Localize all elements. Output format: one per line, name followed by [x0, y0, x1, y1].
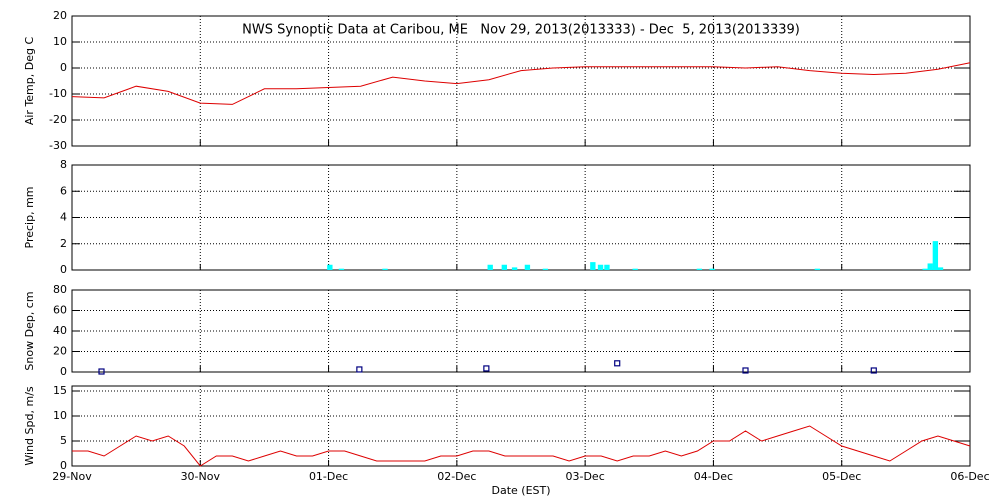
plot-frame — [71, 289, 971, 373]
x-tick-label: 01-Dec — [309, 470, 348, 483]
bar — [338, 268, 345, 270]
y-tick-label: 0 — [60, 365, 67, 378]
plot-frame — [71, 164, 971, 271]
y-tick-label: 6 — [60, 184, 67, 197]
bar — [501, 264, 507, 270]
plot-frame — [71, 385, 971, 467]
y-tick-label: 2 — [60, 237, 67, 250]
y-tick-label: 0 — [60, 263, 67, 276]
bar — [382, 268, 388, 270]
point — [98, 368, 105, 375]
x-tick-label: 03-Dec — [566, 470, 605, 483]
y-tick-label: -20 — [49, 113, 67, 126]
data-line — [72, 425, 971, 467]
y-axis-label: Precip, mm — [23, 187, 36, 249]
x-tick-label: 02-Dec — [437, 470, 476, 483]
bar — [937, 267, 944, 270]
bar — [542, 268, 549, 270]
y-tick-label: 10 — [53, 35, 67, 48]
point — [870, 367, 877, 374]
y-tick-label: 15 — [53, 384, 67, 397]
y-tick-label: 40 — [53, 324, 67, 337]
bar — [604, 264, 610, 270]
bar — [632, 268, 638, 270]
bar — [709, 268, 715, 270]
y-tick-label: 5 — [60, 434, 67, 447]
y-tick-label: -30 — [49, 139, 67, 152]
y-tick-label: 80 — [53, 283, 67, 296]
bar — [927, 263, 933, 270]
y-tick-label: 10 — [53, 409, 67, 422]
y-tick-label: 0 — [60, 61, 67, 74]
bar — [590, 262, 596, 270]
bar — [814, 268, 821, 270]
bar — [597, 264, 604, 270]
y-tick-label: 4 — [60, 211, 67, 224]
bar — [487, 264, 493, 270]
x-axis-label: Date (EST) — [491, 484, 550, 497]
data-line — [71, 62, 971, 105]
x-tick-label: 04-Dec — [694, 470, 733, 483]
y-axis-label: Wind Spd, m/s — [23, 386, 36, 466]
y-tick-label: 8 — [60, 158, 67, 171]
x-tick-label: 06-Dec — [950, 470, 989, 483]
point — [356, 366, 363, 373]
y-tick-label: 20 — [53, 345, 67, 358]
bar — [524, 264, 531, 270]
bar — [932, 241, 939, 270]
bar — [511, 267, 518, 270]
y-axis-label: Air Temp, Deg C — [23, 37, 36, 126]
x-tick-label: 29-Nov — [52, 470, 92, 483]
chart-title: NWS Synoptic Data at Caribou, ME Nov 29,… — [242, 23, 800, 38]
x-tick-label: 30-Nov — [181, 470, 221, 483]
y-axis-label: Snow Dep, cm — [23, 291, 36, 370]
y-tick-label: 0 — [60, 459, 67, 472]
plot-frame — [71, 15, 971, 147]
bar — [696, 268, 702, 270]
bar — [922, 268, 928, 270]
y-tick-label: 60 — [53, 304, 67, 317]
y-tick-label: -10 — [49, 87, 67, 100]
point — [483, 365, 490, 372]
point — [614, 360, 621, 367]
x-tick-label: 05-Dec — [822, 470, 861, 483]
y-tick-label: 20 — [53, 9, 67, 22]
point — [742, 367, 749, 374]
bar — [327, 264, 333, 270]
